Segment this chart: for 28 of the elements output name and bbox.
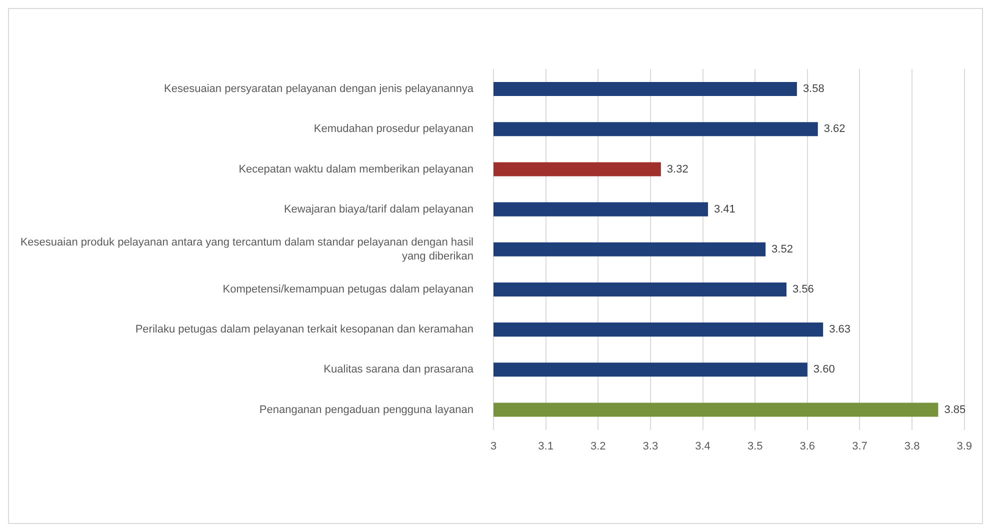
data-label: 3.52 <box>772 243 793 256</box>
x-tick-label: 3.2 <box>590 440 606 452</box>
x-tick-label: 3.1 <box>538 440 554 452</box>
data-label: 3.85 <box>944 404 966 416</box>
y-tick-label: Penanganan pengaduan pengguna layanan <box>259 404 474 416</box>
y-tick-label: Kecepatan waktu dalam memberikan pelayanan <box>238 163 474 176</box>
y-tick-label: Kesesuaian produk pelayanan antara yang tercantum dalam standar pelayanan dengan hasil yang diberikan <box>20 236 474 263</box>
data-label: 3.63 <box>829 324 851 336</box>
data-label: 3.41 <box>714 203 736 216</box>
x-tick-label: 3.4 <box>695 440 710 452</box>
x-tick-label: 3.7 <box>852 440 868 452</box>
x-tick-label: 3.8 <box>904 440 920 452</box>
y-tick-label: Kualitas sarana dan prasarana <box>324 364 474 376</box>
x-tick-label: 3.3 <box>642 440 658 452</box>
data-label: 3.58 <box>802 83 824 96</box>
x-tick-label: 3.9 <box>956 440 972 452</box>
y-tick-label: Perilaku petugas dalam pelayanan terkait kesopanan dan keramahan <box>135 324 474 336</box>
y-tick-label: Kemudahan prosedur pelayanan <box>314 123 474 136</box>
y-tick-label: Kewajaran biaya/tarif dalam pelayanan <box>284 203 474 216</box>
y-tick-label: Kompetensi/kemampuan petugas dalam pelayanan <box>222 284 474 296</box>
x-tick-label: 3.5 <box>747 440 763 452</box>
data-label: 3.56 <box>792 284 814 296</box>
x-tick-label: 3 <box>490 440 497 452</box>
data-label: 3.60 <box>813 364 835 376</box>
data-label: 3.32 <box>666 163 688 176</box>
data-label: 3.62 <box>824 123 846 136</box>
x-tick-label: 3.6 <box>800 440 816 452</box>
y-tick-label: Kesesuaian persyaratan pelayanan dengan jenis pelayanannya <box>164 83 474 96</box>
